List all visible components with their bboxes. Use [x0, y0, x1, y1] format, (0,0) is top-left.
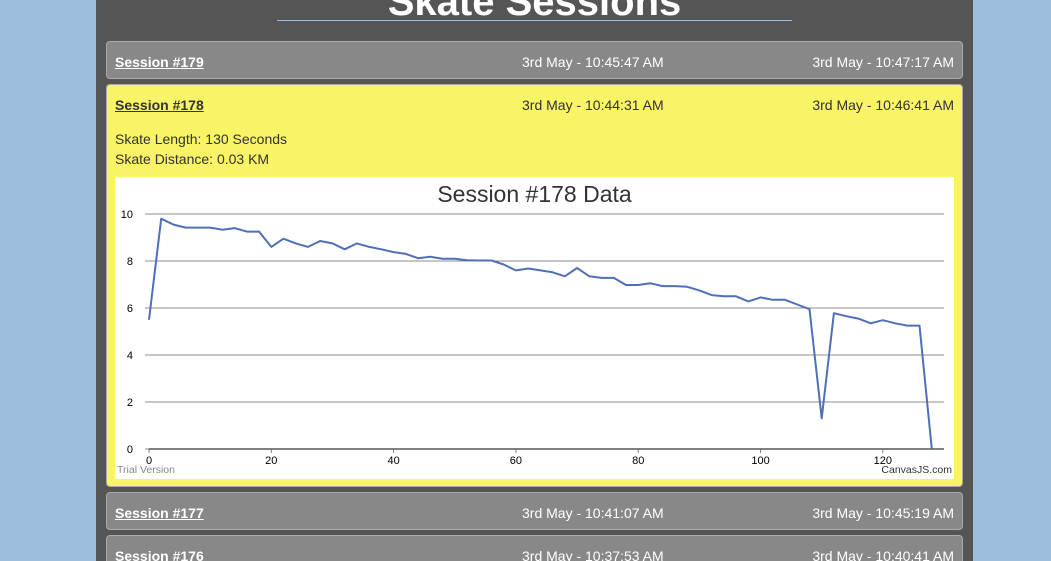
- session-start-time: 3rd May - 10:45:47 AM: [522, 54, 664, 70]
- x-tick-label: 20: [265, 455, 277, 467]
- session-start-time: 3rd May - 10:41:07 AM: [522, 505, 664, 521]
- x-tick-label: 40: [387, 455, 399, 467]
- skate-distance: Skate Distance: 0.03 KM: [115, 151, 270, 167]
- x-tick-label: 60: [510, 455, 522, 467]
- session-row[interactable]: Session #179 3rd May - 10:45:47 AM 3rd M…: [106, 41, 963, 79]
- session-end-time: 3rd May - 10:45:19 AM: [812, 505, 954, 521]
- chart-title: Session #178 Data: [437, 181, 632, 207]
- y-tick-label: 10: [121, 209, 133, 221]
- y-tick-label: 2: [127, 397, 133, 409]
- y-tick-label: 6: [127, 303, 133, 315]
- session-row-expanded[interactable]: Session #178 3rd May - 10:44:31 AM 3rd M…: [106, 84, 963, 487]
- session-header[interactable]: Session #176 3rd May - 10:37:53 AM 3rd M…: [107, 536, 962, 561]
- session-header[interactable]: Session #177 3rd May - 10:41:07 AM 3rd M…: [107, 493, 962, 531]
- session-header[interactable]: Session #179 3rd May - 10:45:47 AM 3rd M…: [107, 42, 962, 80]
- session-end-time: 3rd May - 10:40:41 AM: [812, 548, 954, 561]
- session-end-time: 3rd May - 10:47:17 AM: [812, 54, 954, 70]
- y-tick-label: 4: [127, 350, 133, 362]
- session-name-link[interactable]: Session #178: [115, 97, 204, 113]
- session-start-time: 3rd May - 10:44:31 AM: [522, 97, 664, 113]
- x-tick-label: 120: [874, 455, 892, 467]
- sessions-panel: Skate Sessions Session #179 3rd May - 10…: [96, 0, 973, 561]
- canvasjs-credit-link[interactable]: CanvasJS.com: [881, 464, 952, 476]
- session-end-time: 3rd May - 10:46:41 AM: [812, 97, 954, 113]
- session-row[interactable]: Session #177 3rd May - 10:41:07 AM 3rd M…: [106, 492, 963, 530]
- trial-version-label: Trial Version: [117, 464, 175, 476]
- x-tick-label: 0: [146, 455, 152, 467]
- session-header[interactable]: Session #178 3rd May - 10:44:31 AM 3rd M…: [107, 85, 962, 123]
- session-name-link[interactable]: Session #176: [115, 548, 204, 561]
- y-tick-label: 0: [127, 444, 133, 456]
- series-line: [148, 217, 933, 450]
- session-start-time: 3rd May - 10:37:53 AM: [522, 548, 664, 561]
- skate-length: Skate Length: 130 Seconds: [115, 131, 288, 147]
- x-tick-label: 100: [751, 455, 769, 467]
- session-name-link[interactable]: Session #179: [115, 54, 204, 70]
- x-tick-label: 80: [632, 455, 644, 467]
- session-row[interactable]: Session #176 3rd May - 10:37:53 AM 3rd M…: [106, 535, 963, 561]
- y-tick-label: 8: [127, 256, 133, 268]
- page-title: Skate Sessions: [387, 0, 682, 24]
- title-divider: [277, 20, 792, 21]
- session-name-link[interactable]: Session #177: [115, 505, 204, 521]
- session-chart: Session #178 Data 0 2 4 6 8 10 0 20 40 60 80 100 120…: [115, 177, 954, 479]
